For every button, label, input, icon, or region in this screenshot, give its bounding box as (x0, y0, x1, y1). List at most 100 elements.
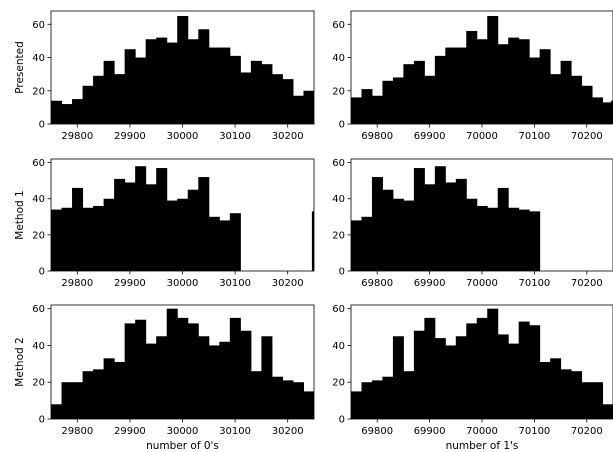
x-tick-label: 29900 (114, 426, 146, 437)
histogram-bar (93, 75, 105, 124)
histogram-bar (61, 382, 73, 419)
histogram-bar (361, 382, 373, 419)
x-tick-label: 30100 (219, 131, 251, 142)
histogram-bar (229, 317, 241, 419)
y-tick-label: 20 (32, 230, 45, 241)
histogram-bar (250, 60, 262, 124)
y-tick-label: 20 (332, 86, 345, 97)
y-tick-label: 40 (32, 53, 45, 64)
x-axis-label: number of 0's (146, 440, 219, 452)
x-tick-label: 70200 (571, 278, 603, 289)
histogram-bar (187, 323, 199, 419)
bars (351, 308, 613, 419)
histogram-bar (560, 369, 572, 419)
x-tick-label: 69900 (414, 278, 446, 289)
histogram-bar (581, 85, 593, 124)
histogram-bar (292, 382, 304, 419)
y-tick-label: 0 (39, 120, 45, 131)
histogram-bar (72, 187, 84, 271)
histogram-bar (177, 198, 189, 271)
histogram-bar (424, 184, 436, 271)
histogram-bar (351, 220, 362, 271)
histogram-bar (497, 44, 509, 124)
histogram-bar (261, 336, 273, 419)
y-axis-label: Presented (14, 41, 26, 94)
histogram-bar (303, 391, 314, 419)
histogram-bar (72, 99, 84, 124)
histogram-bar (124, 182, 136, 271)
histogram-bar (124, 323, 136, 419)
x-tick-label: 29900 (114, 278, 146, 289)
histogram-bar (487, 15, 499, 124)
y-tick-label: 0 (39, 415, 45, 426)
histogram-bar (166, 308, 178, 419)
histogram-bar (250, 371, 262, 419)
x-tick-label: 70100 (518, 426, 550, 437)
histogram-bar (135, 319, 147, 419)
histogram-bar (61, 207, 73, 271)
y-tick-label: 0 (39, 267, 45, 278)
histogram-bar (177, 15, 189, 124)
histogram-bar (518, 321, 530, 419)
histogram-bar (219, 47, 231, 124)
x-tick-label: 70000 (466, 278, 498, 289)
histogram-bar (466, 198, 478, 271)
histogram-bar (571, 75, 583, 124)
y-tick-label: 20 (332, 378, 345, 389)
histogram-bar (361, 89, 373, 124)
x-tick-label: 69800 (361, 131, 393, 142)
y-tick-label: 40 (32, 194, 45, 205)
x-tick-label: 70000 (466, 426, 498, 437)
histogram-bar (351, 97, 362, 124)
histogram-bar (229, 55, 241, 124)
histogram-bar (93, 369, 105, 419)
histogram-bar (156, 37, 168, 124)
histogram-bar (518, 39, 530, 124)
histogram-bar (560, 60, 572, 124)
histogram-bar (403, 371, 415, 419)
histogram-bar (103, 198, 115, 271)
histogram-bar (592, 382, 604, 419)
y-tick-label: 20 (332, 230, 345, 241)
y-tick-label: 0 (339, 415, 345, 426)
bars (51, 308, 314, 419)
histogram-bar (476, 39, 488, 124)
histogram-bar (145, 343, 157, 419)
x-axis-label: number of 1's (446, 440, 519, 452)
x-tick-label: 30200 (272, 131, 304, 142)
histogram-bar (487, 207, 499, 271)
histogram-bar (93, 205, 105, 271)
histogram-bar (413, 168, 425, 271)
histogram-bar (145, 39, 157, 124)
histogram-bar (303, 90, 314, 124)
histogram-bar (403, 64, 415, 124)
histogram-bar (434, 55, 446, 124)
histogram-bar (198, 29, 210, 124)
histogram-bar (240, 330, 252, 419)
histogram-bar (413, 330, 425, 419)
histogram-bar (292, 95, 304, 124)
y-axis-label: Method 2 (14, 337, 26, 386)
y-axis-label: Method 1 (14, 190, 26, 239)
x-tick-label: 29800 (61, 426, 93, 437)
histogram-bar (82, 371, 94, 419)
panel-row1-col1: 0 20 40 60 29800 29900 30000 30100 30200 Presente… (14, 10, 315, 142)
histogram-bar (571, 371, 583, 419)
x-tick-label: 30200 (272, 278, 304, 289)
histogram-bar (487, 308, 499, 419)
histogram-bar (156, 168, 168, 271)
histogram-bar (271, 74, 283, 124)
histogram-bar (187, 39, 199, 124)
x-tick-label: 69900 (414, 426, 446, 437)
histogram-bar (371, 95, 383, 124)
histogram-bar (145, 184, 157, 271)
histogram-bar (455, 336, 467, 419)
histogram-bar (361, 216, 373, 271)
histogram-bar (371, 177, 383, 271)
histogram-bar (497, 334, 509, 419)
panel-row1-col2: 0 20 40 60 69800 69900 70000 70100 70200 (332, 10, 613, 142)
x-tick-label: 69900 (414, 131, 446, 142)
histogram-bar (508, 343, 520, 419)
x-tick-label: 69800 (361, 278, 393, 289)
bars (51, 166, 314, 271)
